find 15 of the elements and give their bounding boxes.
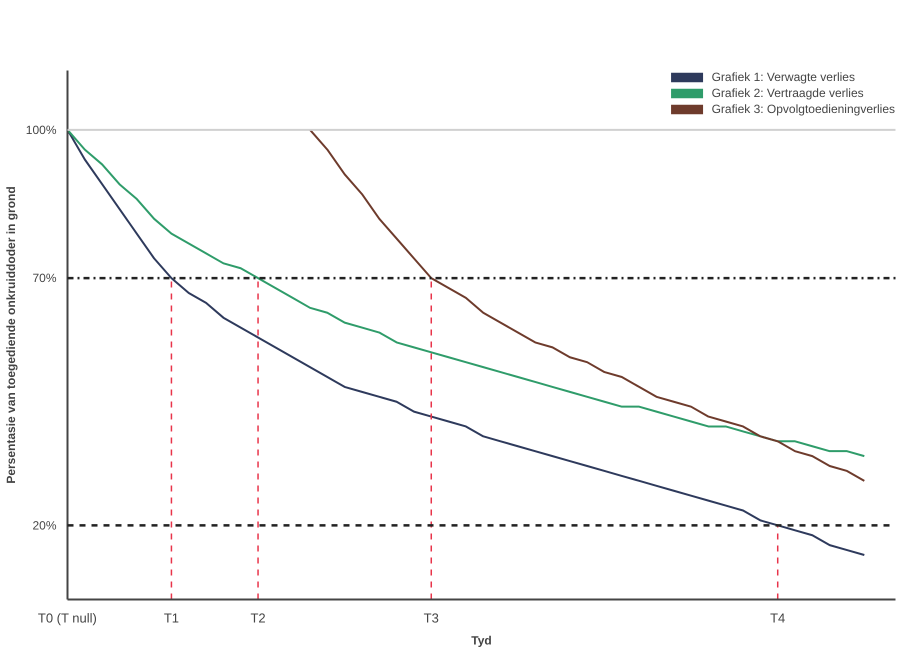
x-tick-label: T3 [424,610,439,626]
legend-label: Grafiek 2: Vertraagde verlies [712,86,864,100]
y-axis-title: Persentasie van toegediende onkruiddoder in grond [4,186,18,484]
x-tick-label: T2 [250,610,266,626]
legend-label: Grafiek 1: Verwagte verlies [712,70,855,84]
line-series [309,128,866,482]
x-axis-title: Tyd [471,634,492,648]
y-tick-label: 100% [26,122,57,137]
y-tick-label: 70% [32,271,57,286]
x-tick-label: T0 (T null) [38,610,97,626]
y-tick-label: 20% [32,518,57,532]
x-tick-label: T1 [164,610,180,626]
line-series [68,128,866,458]
legend-label: Grafiek 3: Opvolgtoedieningverlies [712,102,895,116]
x-tick-label: T4 [770,610,786,626]
